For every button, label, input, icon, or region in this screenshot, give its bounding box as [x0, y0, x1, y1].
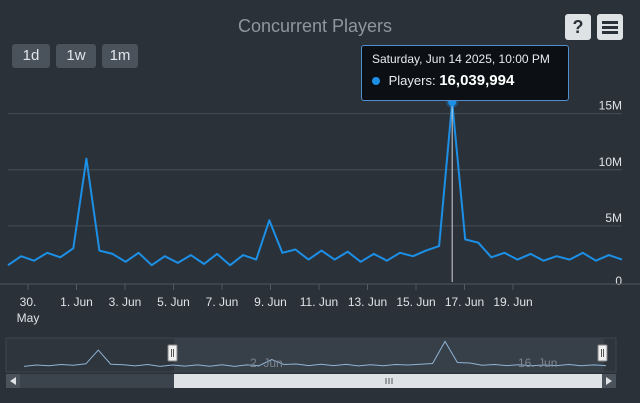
- zoom-1w-button[interactable]: 1w: [56, 44, 96, 68]
- x-tick-sublabel: May: [17, 311, 40, 325]
- y-tick-label: 10M: [599, 155, 622, 169]
- x-tick-label: 1. Jun: [60, 295, 93, 309]
- tooltip: Saturday, Jun 14 2025, 10:00 PM Players:…: [361, 45, 569, 101]
- navigator-selection: [174, 338, 604, 372]
- x-axis: 30. 1. Jun 3. Jun 5. Jun 7. Jun 9. Jun 11. Jun…: [0, 283, 640, 325]
- help-button[interactable]: ?: [565, 14, 591, 40]
- scroll-left-icon: [10, 377, 16, 385]
- navigator-label: 2. Jun: [250, 356, 283, 370]
- x-tick-label: 5. Jun: [157, 295, 190, 309]
- scroll-right-icon: [606, 377, 612, 385]
- chart-title: Concurrent Players: [237, 16, 393, 36]
- menu-icon[interactable]: [597, 14, 623, 40]
- y-axis: 0 5M 10M 15M: [599, 99, 623, 288]
- scrollbar[interactable]: [6, 374, 616, 388]
- series-line-players: [7, 101, 623, 267]
- navigator[interactable]: 2. Jun 16. Jun: [5, 337, 617, 373]
- navigator-handle-right[interactable]: [597, 344, 608, 362]
- x-tick-label: 11. Jun: [300, 295, 338, 309]
- y-tick-label: 0: [615, 274, 622, 288]
- tooltip-series-label: Players:: [388, 73, 436, 88]
- y-tick-label: 15M: [599, 99, 622, 113]
- plot-series: [7, 95, 623, 282]
- x-tick-label: 19. Jun: [493, 295, 532, 309]
- navigator-label: 16. Jun: [518, 356, 557, 370]
- x-tick-label: 15. Jun: [396, 295, 435, 309]
- x-tick-label: 3. Jun: [109, 295, 142, 309]
- tooltip-value: 16,039,994: [439, 72, 515, 89]
- zoom-1d-button[interactable]: 1d: [12, 44, 50, 68]
- x-tick-label: 7. Jun: [206, 295, 239, 309]
- x-tick-label: 13. Jun: [348, 295, 387, 309]
- navigator-series: [23, 340, 607, 367]
- series-dot-icon: [372, 77, 380, 85]
- tooltip-date: Saturday, Jun 14 2025, 10:00 PM: [372, 52, 550, 66]
- x-tick-label: 17. Jun: [445, 295, 484, 309]
- zoom-1m-button[interactable]: 1m: [102, 44, 138, 68]
- x-tick-label: 30.: [20, 295, 37, 309]
- grid-lines: [8, 113, 622, 227]
- scrollbar-thumb: [174, 374, 602, 388]
- y-tick-label: 5M: [605, 211, 622, 225]
- x-tick-label: 9. Jun: [254, 295, 287, 309]
- navigator-handle-left[interactable]: [167, 344, 178, 362]
